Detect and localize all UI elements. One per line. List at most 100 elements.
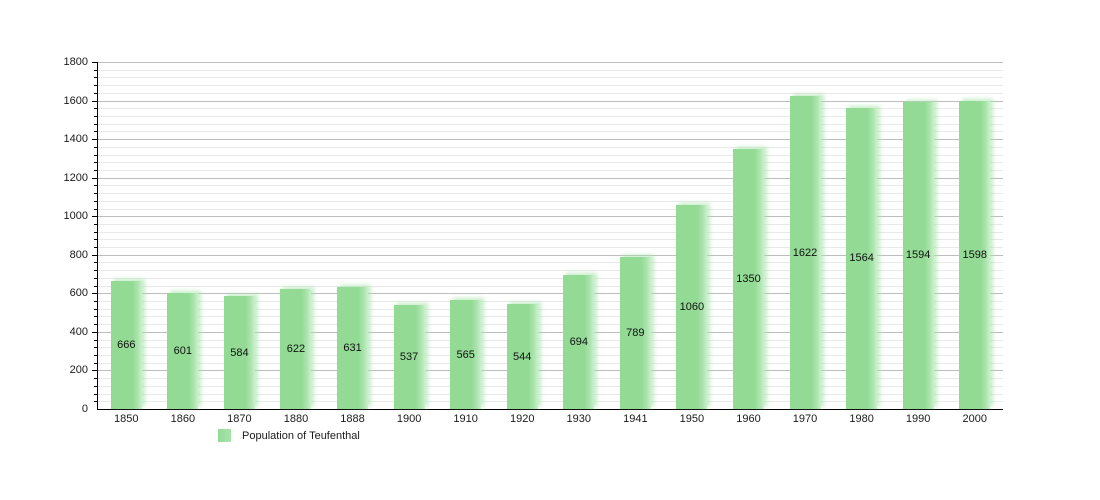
minor-gridline [98,270,1003,272]
x-axis-label: 1920 [509,413,535,425]
x-axis-label: 1860 [170,413,196,425]
minor-tick [94,239,98,241]
minor-gridline [98,378,1003,380]
minor-gridline [98,231,1003,233]
minor-gridline [98,85,1003,87]
minor-tick [94,362,98,364]
major-tick [92,254,98,256]
minor-gridline [98,301,1003,303]
bar-value-label: 584 [230,346,249,359]
minor-gridline [98,154,1003,156]
legend: Population of Teufenthal [218,429,360,442]
minor-tick [94,401,98,403]
bar-value-label: 544 [513,350,532,363]
minor-gridline [98,146,1003,148]
y-axis-label: 800 [69,248,88,261]
minor-tick [94,393,98,395]
major-gridline [98,139,1003,141]
minor-gridline [98,401,1003,403]
x-axis-label: 1980 [849,413,874,425]
minor-gridline [98,285,1003,287]
minor-gridline [98,393,1003,395]
x-axis-label: 1888 [340,413,365,425]
bar: 789 [619,256,651,409]
major-gridline [98,100,1003,102]
major-gridline [98,62,1003,63]
legend-label: Population of Teufenthal [242,429,360,442]
major-gridline [98,216,1003,218]
major-gridline [98,177,1003,179]
x-axis-label: 1960 [736,413,761,425]
minor-tick [94,162,98,164]
bar-value-label: 1622 [792,246,818,259]
x-axis-label: 1880 [283,413,309,425]
minor-tick [94,277,98,279]
major-tick [92,216,98,218]
minor-gridline [98,108,1003,110]
minor-tick [94,77,98,79]
bar: 537 [393,305,425,409]
minor-tick [94,301,98,303]
minor-gridline [98,200,1003,202]
minor-tick [94,223,98,225]
bar-value-label: 789 [626,326,645,339]
x-axis-label: 1950 [679,413,705,425]
major-tick [92,177,98,179]
y-axis-label: 1800 [63,56,88,68]
bar-value-label: 694 [569,336,588,349]
minor-gridline [98,308,1003,310]
major-gridline [98,254,1003,256]
x-axis-label: 1850 [114,413,139,425]
minor-tick [94,85,98,87]
bar-value-label: 601 [173,345,193,358]
minor-gridline [98,339,1003,341]
major-tick [92,293,98,295]
minor-tick [94,154,98,156]
bar: 584 [223,296,255,409]
x-axis-label: 1990 [905,413,931,425]
major-gridline [98,293,1003,295]
minor-tick [94,285,98,287]
x-axis-label: 1870 [227,413,252,425]
bar-value-label: 565 [456,348,475,361]
minor-gridline [98,324,1003,326]
y-axis-label: 600 [69,287,88,300]
x-axis-label: 2000 [962,413,987,425]
bar-value-label: 1594 [905,249,931,262]
plot-area: 0 200 400 600 800 1000 1200 1400 1600 1800 666 1850… [64,57,1003,425]
minor-gridline [98,347,1003,349]
major-tick [92,139,98,141]
bar: 1598 [959,100,991,409]
minor-gridline [98,193,1003,195]
bar: 1622 [789,96,821,409]
minor-gridline [98,223,1003,225]
bar-value-label: 666 [117,338,136,351]
minor-tick [94,324,98,326]
minor-tick [94,270,98,272]
legend-swatch-icon [218,429,231,442]
bar: 694 [563,275,595,409]
minor-gridline [98,131,1003,133]
y-axis-label: 400 [69,325,88,338]
minor-tick [94,308,98,310]
minor-gridline [98,208,1003,210]
minor-tick [94,355,98,357]
minor-gridline [98,385,1003,387]
y-axis-label: 1400 [63,133,88,146]
major-tick [92,370,98,372]
minor-gridline [98,115,1003,117]
bar-value-label: 622 [286,343,306,356]
minor-gridline [98,277,1003,279]
bar: 622 [280,289,312,409]
bar: 1060 [676,204,708,409]
minor-gridline [98,262,1003,264]
minor-tick [94,378,98,380]
bar: 601 [167,293,199,409]
bar-value-label: 537 [399,351,419,364]
bar-value-label: 1564 [849,252,874,265]
minor-gridline [98,362,1003,364]
bar: 631 [337,287,369,409]
y-axis-label: 0 [81,403,88,415]
minor-tick [94,262,98,264]
